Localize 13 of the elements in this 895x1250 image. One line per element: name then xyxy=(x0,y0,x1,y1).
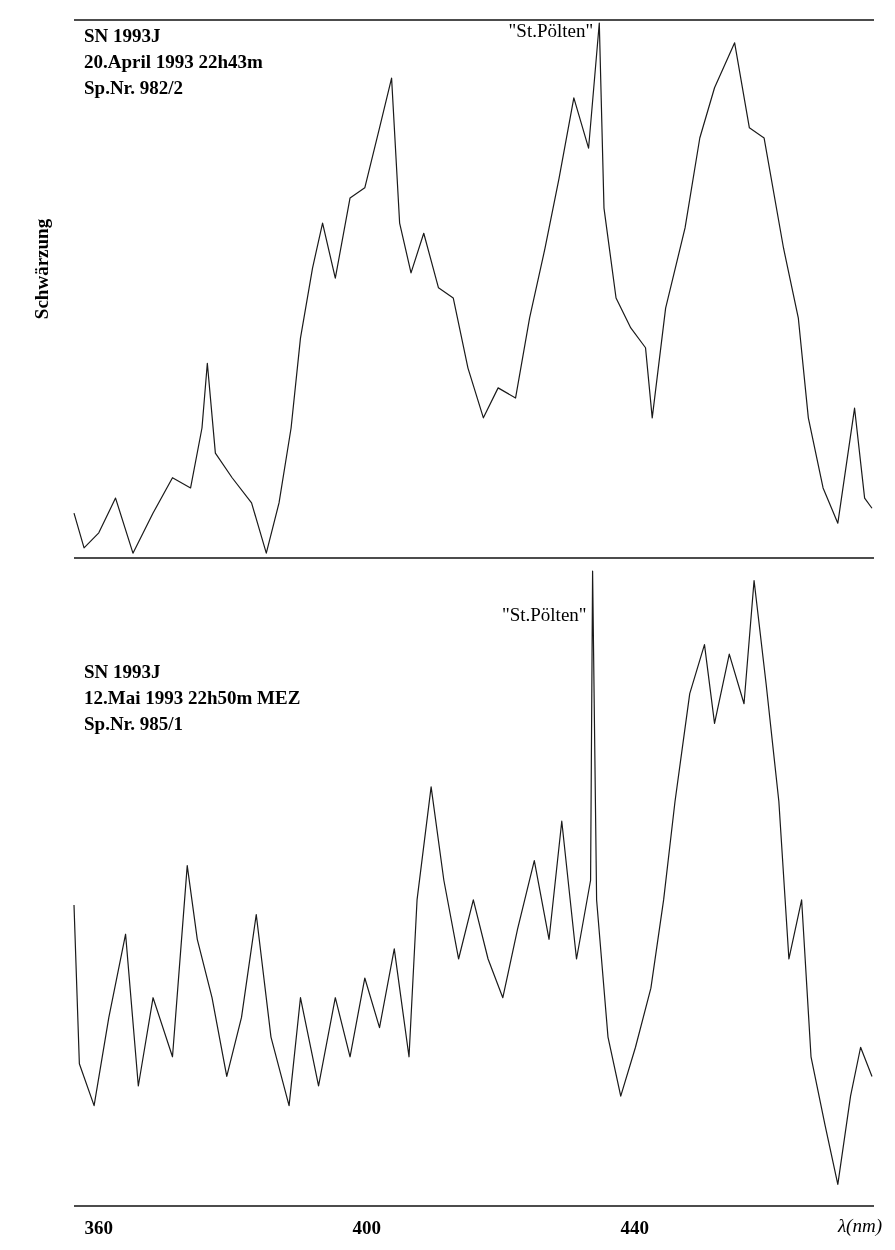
annotation: 12.Mai 1993 22h50m MEZ xyxy=(84,687,301,708)
annotation: SN 1993J xyxy=(84,661,161,682)
x-tick-label: 440 xyxy=(620,1217,650,1238)
x-axis-title: λ(nm) xyxy=(836,1215,882,1237)
annotation: SN 1993J xyxy=(84,25,161,46)
annotation: 20.April 1993 22h43m xyxy=(84,51,264,72)
annotation: Sp.Nr. 982/2 xyxy=(84,77,184,98)
x-tick-label: 400 xyxy=(352,1217,382,1238)
annotation: "St.Pölten" xyxy=(501,604,587,625)
annotation: "St.Pölten" xyxy=(508,20,594,41)
annotation: Sp.Nr. 985/1 xyxy=(84,713,184,734)
x-tick-label: 360 xyxy=(84,1217,114,1238)
y-axis-title: Schwärzung xyxy=(31,218,52,320)
